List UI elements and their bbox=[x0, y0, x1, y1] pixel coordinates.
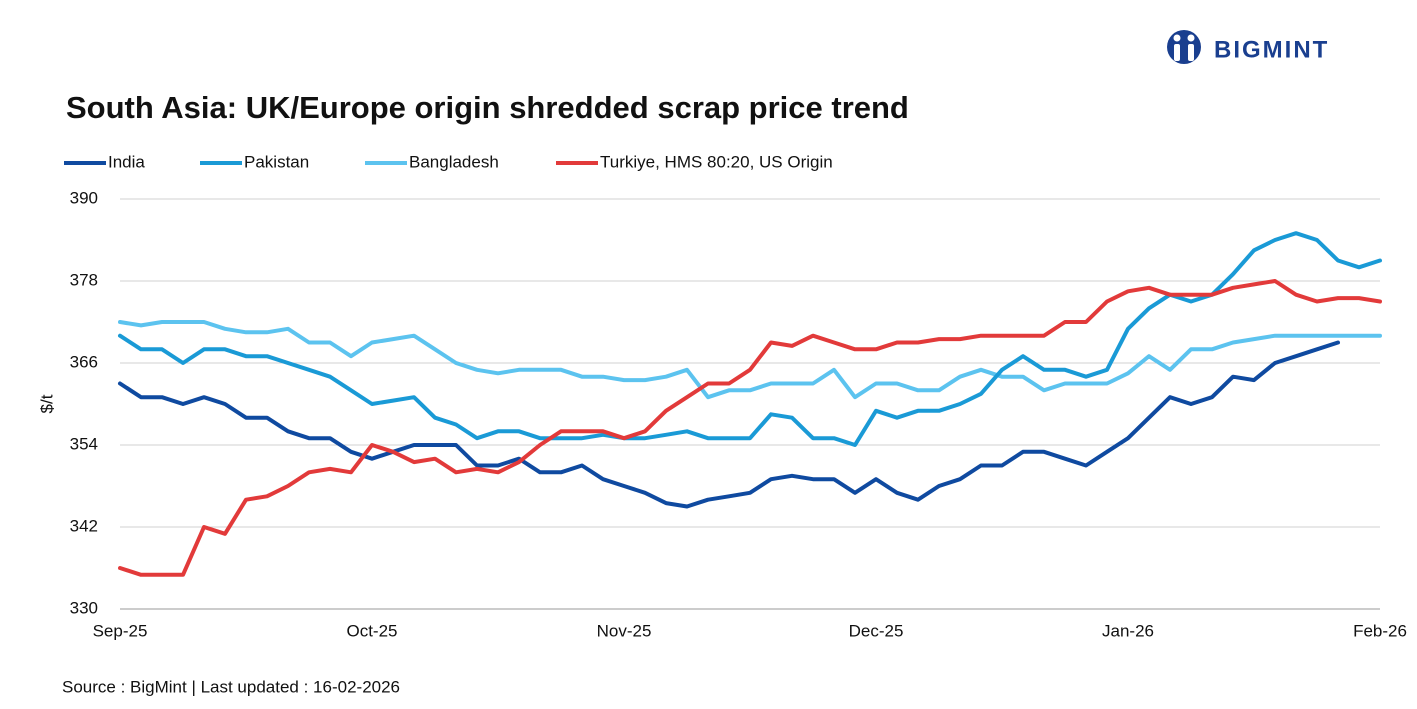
legend-label: Bangladesh bbox=[409, 152, 499, 171]
x-tick-label: Nov-25 bbox=[597, 621, 652, 640]
y-tick-label: 354 bbox=[70, 434, 98, 453]
y-tick-label: 390 bbox=[70, 188, 98, 207]
x-tick-label: Oct-25 bbox=[346, 621, 397, 640]
source-note: Source : BigMint | Last updated : 16-02-… bbox=[62, 677, 400, 696]
y-axis-label: $/t bbox=[37, 394, 56, 413]
logo bbox=[1167, 30, 1201, 64]
x-tick-label: Feb-26 bbox=[1353, 621, 1407, 640]
legend-label: India bbox=[108, 152, 145, 171]
series-line bbox=[118, 340, 1340, 509]
x-tick-label: Dec-25 bbox=[849, 621, 904, 640]
y-tick-label: 330 bbox=[70, 598, 98, 617]
chart-title: South Asia: UK/Europe origin shredded sc… bbox=[66, 90, 909, 125]
series-line bbox=[118, 320, 1382, 400]
y-tick-label: 342 bbox=[70, 516, 98, 535]
legend-label: Turkiye, HMS 80:20, US Origin bbox=[600, 152, 833, 171]
series-line bbox=[118, 231, 1382, 447]
series-line bbox=[118, 279, 1382, 577]
x-tick-label: Sep-25 bbox=[93, 621, 148, 640]
y-tick-label: 366 bbox=[70, 352, 98, 371]
y-tick-label: 378 bbox=[70, 270, 98, 289]
legend-label: Pakistan bbox=[244, 152, 309, 171]
x-tick-label: Jan-26 bbox=[1102, 621, 1154, 640]
brand: BIGMINT bbox=[1214, 36, 1329, 63]
